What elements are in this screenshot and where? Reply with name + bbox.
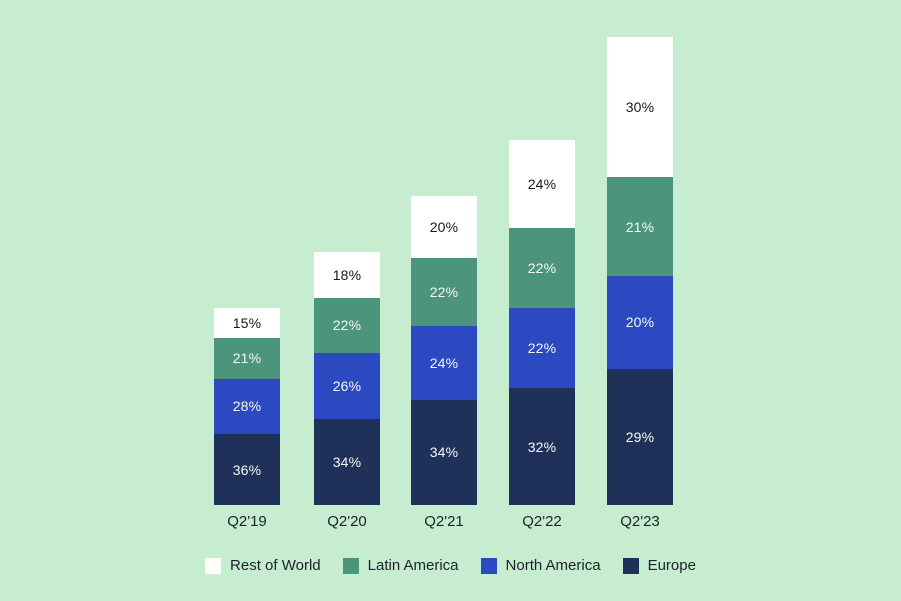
bar-q2-19: 15% 21% 28% 36% Q2'19 xyxy=(214,308,280,530)
x-axis-label: Q2'23 xyxy=(620,513,660,530)
segment-value-label: 20% xyxy=(429,218,459,235)
segment-value-label: 24% xyxy=(429,354,459,371)
north-america-segment: 22% xyxy=(509,307,575,389)
legend-item-north-america: North America xyxy=(480,557,601,574)
legend-item-europe: Europe xyxy=(622,557,696,574)
segment-value-label: 15% xyxy=(232,314,262,331)
segment-value-label: 36% xyxy=(232,461,262,478)
latin-america-segment: 22% xyxy=(509,227,575,308)
latin-america-segment: 22% xyxy=(411,257,477,326)
segment-value-label: 30% xyxy=(625,99,655,116)
bar-q2-21: 20% 22% 24% 34% Q2'21 xyxy=(411,196,477,530)
north-america-segment: 28% xyxy=(214,378,280,435)
legend-swatch-rest-of-world xyxy=(205,557,222,574)
segment-value-label: 22% xyxy=(332,317,362,334)
x-axis-label: Q2'22 xyxy=(522,513,562,530)
legend-item-rest-of-world: Rest of World xyxy=(205,557,321,574)
segment-value-label: 22% xyxy=(527,340,557,357)
legend-item-latin-america: Latin America xyxy=(342,557,459,574)
rest-of-world-segment: 15% xyxy=(214,308,280,338)
segment-value-label: 22% xyxy=(527,259,557,276)
legend-swatch-north-america xyxy=(480,557,497,574)
segment-value-label: 22% xyxy=(429,283,459,300)
legend-label: Europe xyxy=(647,557,696,574)
legend-label: North America xyxy=(505,557,601,574)
europe-segment: 29% xyxy=(607,369,673,505)
segment-value-label: 20% xyxy=(625,314,655,331)
rest-of-world-segment: 30% xyxy=(607,37,673,178)
bar-q2-22: 24% 22% 22% 32% Q2'22 xyxy=(509,140,575,530)
segment-value-label: 34% xyxy=(429,444,459,461)
chart-legend: Rest of World Latin America North America E… xyxy=(0,557,901,574)
segment-value-label: 26% xyxy=(332,378,362,395)
rest-of-world-segment: 20% xyxy=(411,196,477,258)
segment-value-label: 28% xyxy=(232,398,262,415)
rest-of-world-segment: 24% xyxy=(509,140,575,228)
legend-label: Rest of World xyxy=(230,557,321,574)
legend-label: Latin America xyxy=(367,557,459,574)
bar-q2-20: 18% 22% 26% 34% Q2'20 xyxy=(314,252,380,530)
rest-of-world-segment: 18% xyxy=(314,252,380,298)
europe-segment: 32% xyxy=(509,388,575,505)
latin-america-segment: 22% xyxy=(314,297,380,354)
x-axis-label: Q2'19 xyxy=(227,513,267,530)
latin-america-segment: 21% xyxy=(607,177,673,276)
latin-america-segment: 21% xyxy=(214,337,280,379)
segment-value-label: 24% xyxy=(527,175,557,192)
segment-value-label: 29% xyxy=(625,429,655,446)
legend-swatch-europe xyxy=(622,557,639,574)
segment-value-label: 34% xyxy=(332,453,362,470)
europe-segment: 34% xyxy=(411,399,477,505)
x-axis-label: Q2'21 xyxy=(424,513,464,530)
north-america-segment: 26% xyxy=(314,353,380,419)
segment-value-label: 18% xyxy=(332,266,362,283)
europe-segment: 36% xyxy=(214,434,280,505)
x-axis-label: Q2'20 xyxy=(327,513,367,530)
segment-value-label: 32% xyxy=(527,438,557,455)
segment-value-label: 21% xyxy=(625,218,655,235)
segment-value-label: 21% xyxy=(232,350,262,367)
legend-swatch-latin-america xyxy=(342,557,359,574)
bar-q2-23: 30% 21% 20% 29% Q2'23 xyxy=(607,37,673,530)
europe-segment: 34% xyxy=(314,418,380,505)
north-america-segment: 24% xyxy=(411,325,477,400)
north-america-segment: 20% xyxy=(607,275,673,370)
